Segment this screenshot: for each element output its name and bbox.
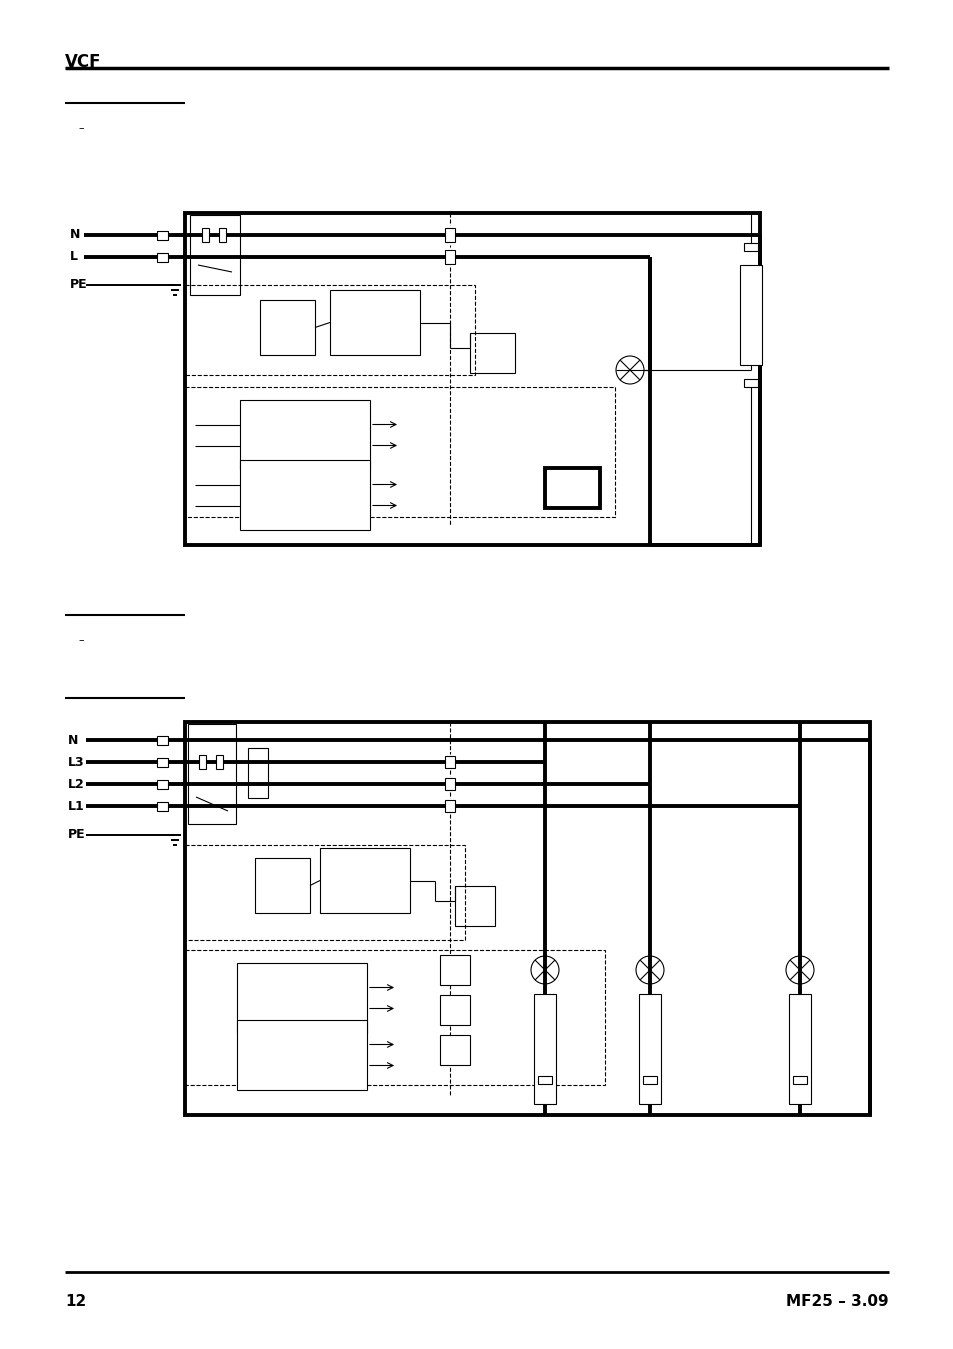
Text: L2: L2	[68, 777, 85, 791]
Bar	[188, 724, 235, 824]
Text: PE: PE	[68, 828, 86, 842]
Text: N: N	[70, 228, 80, 241]
Text: –: –	[78, 635, 84, 645]
Bar	[219, 228, 226, 241]
Bar	[470, 332, 515, 372]
Bar	[185, 213, 760, 545]
Bar	[444, 228, 455, 241]
Text: VCF: VCF	[65, 53, 101, 71]
Text: 12: 12	[65, 1294, 86, 1309]
Bar	[639, 994, 660, 1103]
Text: L: L	[70, 251, 78, 263]
Bar	[444, 800, 455, 812]
Text: N: N	[68, 734, 78, 746]
Bar	[185, 950, 604, 1085]
Text: MF25 – 3.09: MF25 – 3.09	[785, 1294, 888, 1309]
Bar	[216, 755, 223, 769]
Bar	[240, 460, 370, 530]
Bar	[444, 755, 455, 768]
Bar	[743, 243, 758, 251]
Bar	[743, 379, 758, 387]
Text: L3: L3	[68, 755, 85, 769]
Bar	[185, 722, 869, 1116]
Bar	[199, 755, 206, 769]
Bar	[455, 885, 495, 925]
Bar	[190, 214, 240, 295]
Text: L1: L1	[68, 800, 85, 812]
Bar	[537, 1077, 552, 1085]
Text: –: –	[78, 123, 84, 134]
Bar	[157, 735, 169, 745]
Bar	[202, 228, 210, 241]
Bar	[236, 963, 367, 1033]
Bar	[740, 264, 761, 366]
Bar	[642, 1077, 657, 1085]
Bar	[157, 780, 169, 789]
Bar	[439, 955, 470, 985]
Bar	[444, 778, 455, 791]
Bar	[185, 285, 475, 375]
Bar	[240, 401, 370, 469]
Bar	[330, 290, 419, 355]
Bar	[319, 849, 410, 913]
Bar	[157, 252, 169, 262]
Bar	[788, 994, 810, 1103]
Bar	[439, 1035, 470, 1064]
Bar	[157, 231, 169, 240]
Bar	[236, 1020, 367, 1090]
Bar	[248, 747, 268, 799]
Bar	[260, 299, 314, 355]
Bar	[254, 858, 310, 913]
Bar	[157, 758, 169, 766]
Bar	[534, 994, 556, 1103]
Bar	[792, 1077, 806, 1085]
Bar	[185, 844, 464, 940]
Text: PE: PE	[70, 278, 88, 291]
Bar	[157, 801, 169, 811]
Bar	[185, 387, 615, 517]
Bar	[544, 468, 599, 509]
Bar	[444, 250, 455, 264]
Bar	[439, 996, 470, 1025]
